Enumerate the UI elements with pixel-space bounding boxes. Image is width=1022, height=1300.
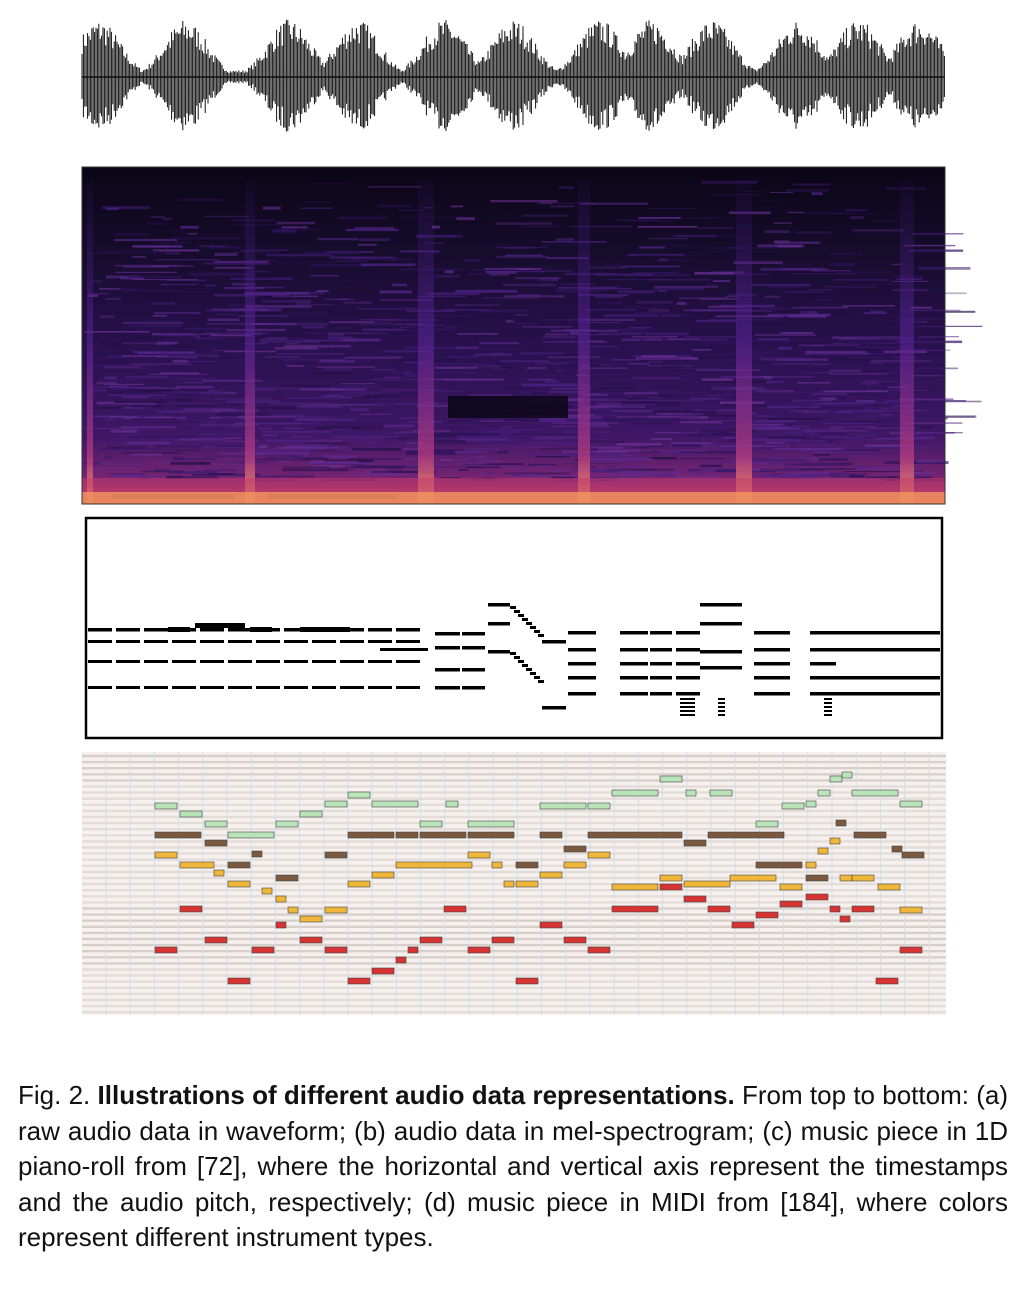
waveform-panel (81, 19, 945, 132)
figure-caption: Fig. 2. Illustrations of different audio… (18, 1078, 1008, 1256)
caption-body: From top to bottom: (a) raw audio data i… (18, 1080, 1008, 1252)
figure (81, 19, 983, 1015)
piano-roll-panel (84, 516, 944, 740)
midi-panel (82, 752, 946, 1015)
caption-label: Fig. 2. (18, 1080, 91, 1110)
mel-spectrogram-panel (81, 166, 983, 505)
caption-title: Illustrations of different audio data re… (97, 1080, 735, 1110)
